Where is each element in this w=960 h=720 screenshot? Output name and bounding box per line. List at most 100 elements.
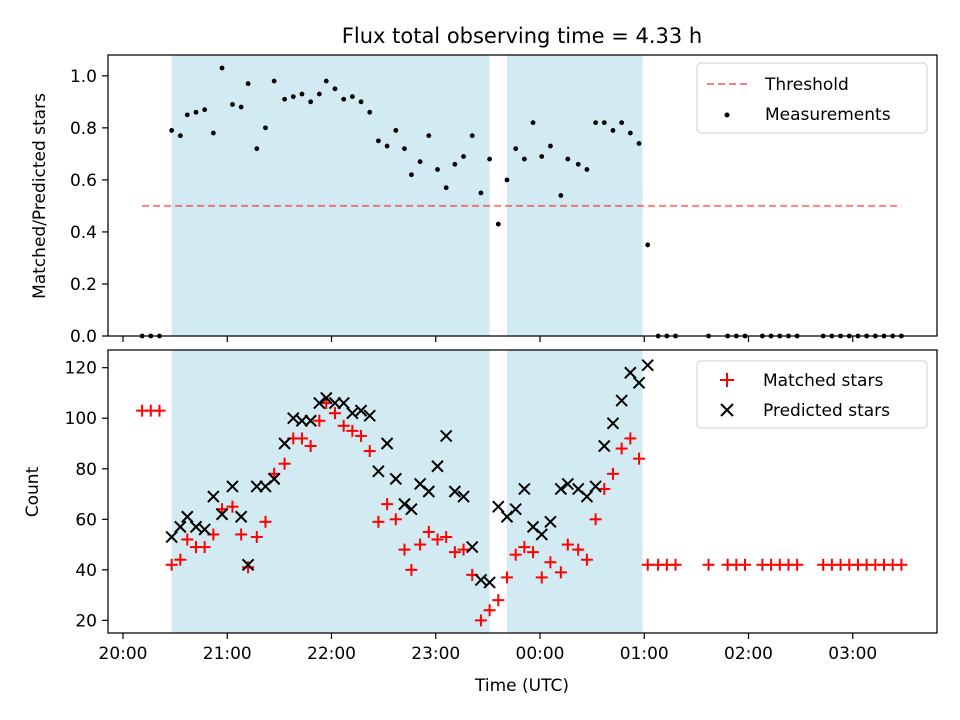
matched-star-point — [509, 548, 522, 561]
bottom-y-tick-label: 60 — [75, 510, 97, 530]
top-y-tick-label: 0.4 — [70, 223, 97, 243]
bottom-y-tick-label: 20 — [75, 611, 97, 631]
predicted-star-point — [509, 502, 522, 516]
observing-interval-band — [506, 55, 643, 336]
predicted-star-point — [615, 394, 628, 407]
predicted-marker-b — [598, 439, 611, 453]
matched-star-point — [313, 414, 326, 427]
predicted-star-point — [346, 406, 359, 420]
predicted-marker-b — [606, 417, 620, 430]
predicted-star-point — [165, 530, 178, 544]
measurement-point — [193, 109, 199, 115]
bottom-y-tick-label: 80 — [75, 460, 97, 480]
matched-star-point — [527, 546, 540, 559]
predicted-marker-b — [398, 497, 411, 511]
matched-star-point — [422, 525, 435, 538]
measurement-point — [245, 81, 251, 87]
predicted-marker-b — [215, 508, 229, 521]
measurement-point — [593, 120, 598, 126]
predicted-star-point — [589, 480, 602, 493]
predicted-star-point — [641, 358, 654, 372]
matched-star-point — [431, 533, 444, 546]
measurement-point — [558, 193, 564, 198]
predicted-marker-b — [526, 520, 540, 534]
measurement-point — [202, 107, 208, 113]
measurement-point — [443, 185, 449, 191]
measurement-point — [504, 177, 510, 183]
matched-star-point — [669, 558, 682, 571]
measurement-point — [367, 109, 373, 115]
predicted-marker-b — [267, 472, 281, 486]
bottom-legend: Matched stars Predicted stars — [696, 360, 928, 429]
matched-star-point — [641, 558, 654, 571]
predicted-marker-b — [241, 558, 255, 571]
top-y-tick-label: 0.8 — [70, 119, 97, 139]
measurement-point — [601, 120, 607, 126]
predicted-star-point — [624, 366, 637, 379]
x-axis-label: Time (UTC) — [474, 676, 569, 696]
predicted-star-point — [354, 404, 368, 417]
top-axes-frame — [107, 54, 938, 337]
x-tick-label: 21:00 — [203, 644, 252, 664]
measurement-point — [341, 96, 347, 102]
matched-star-point — [372, 515, 385, 528]
matched-star-point — [278, 457, 291, 470]
measurement-point — [323, 78, 329, 84]
measurement-point — [619, 120, 625, 126]
predicted-star-point — [606, 417, 620, 430]
predicted-star-point — [598, 439, 611, 453]
legend-predicted-swatch — [720, 403, 734, 417]
measurement-point — [219, 65, 225, 71]
predicted-star-point — [389, 472, 402, 486]
legend-threshold-label: Threshold — [764, 75, 849, 95]
measurement-point — [548, 143, 553, 149]
measurement-point — [417, 159, 423, 165]
bottom-shaded-intervals — [171, 350, 643, 633]
matched-star-point — [572, 543, 585, 556]
predicted-marker-b — [439, 429, 453, 443]
predicted-star-point — [363, 409, 376, 422]
matched-star-point — [346, 424, 359, 437]
matched-star-point — [174, 553, 187, 566]
top-legend: Threshold Measurements — [696, 62, 928, 134]
top-shaded-intervals — [171, 55, 643, 336]
measurement-point — [584, 167, 590, 172]
predicted-star-point — [431, 460, 444, 473]
matched-star-point — [739, 558, 752, 571]
predicted-marker-b — [313, 396, 326, 410]
matched-star-point — [337, 419, 350, 432]
predicted-marker-b — [431, 460, 444, 473]
x-tick-label: 22:00 — [307, 644, 356, 664]
predicted-star-point — [544, 515, 557, 529]
measurement-point — [238, 104, 244, 110]
observing-interval-band — [171, 350, 490, 633]
matched-star-point — [518, 541, 531, 554]
matched-star-point — [895, 558, 908, 571]
matched-star-point — [242, 561, 255, 574]
x-tick-label: 20:00 — [99, 644, 148, 664]
measurement-point — [349, 94, 355, 100]
matched-star-point — [624, 432, 637, 445]
predicted-star-point — [372, 465, 385, 478]
predicted-marker-b — [466, 540, 479, 554]
measurement-point — [177, 133, 183, 139]
bottom-axes-frame — [107, 349, 938, 634]
matched-star-point — [544, 556, 557, 569]
top-y-axis-label: Matched/Predicted stars — [30, 93, 50, 299]
x-tick-label: 00:00 — [516, 644, 565, 664]
measurement-point — [495, 221, 501, 227]
predicted-marker-b — [483, 576, 496, 589]
measurement-point — [169, 128, 175, 133]
predicted-star-point — [337, 396, 350, 410]
bottom-legend-box — [696, 360, 928, 429]
matched-star-point — [398, 543, 411, 556]
measurement-point — [435, 167, 440, 172]
predicted-marker-b — [165, 530, 178, 544]
predicted-star-point — [320, 391, 333, 405]
measurement-point — [282, 96, 287, 102]
predicted-star-point — [207, 490, 220, 503]
predicted-star-point — [174, 520, 187, 534]
predicted-star-point — [483, 576, 496, 589]
predicted-marker-b — [422, 485, 436, 498]
bottom-y-tick-label: 40 — [75, 561, 97, 581]
